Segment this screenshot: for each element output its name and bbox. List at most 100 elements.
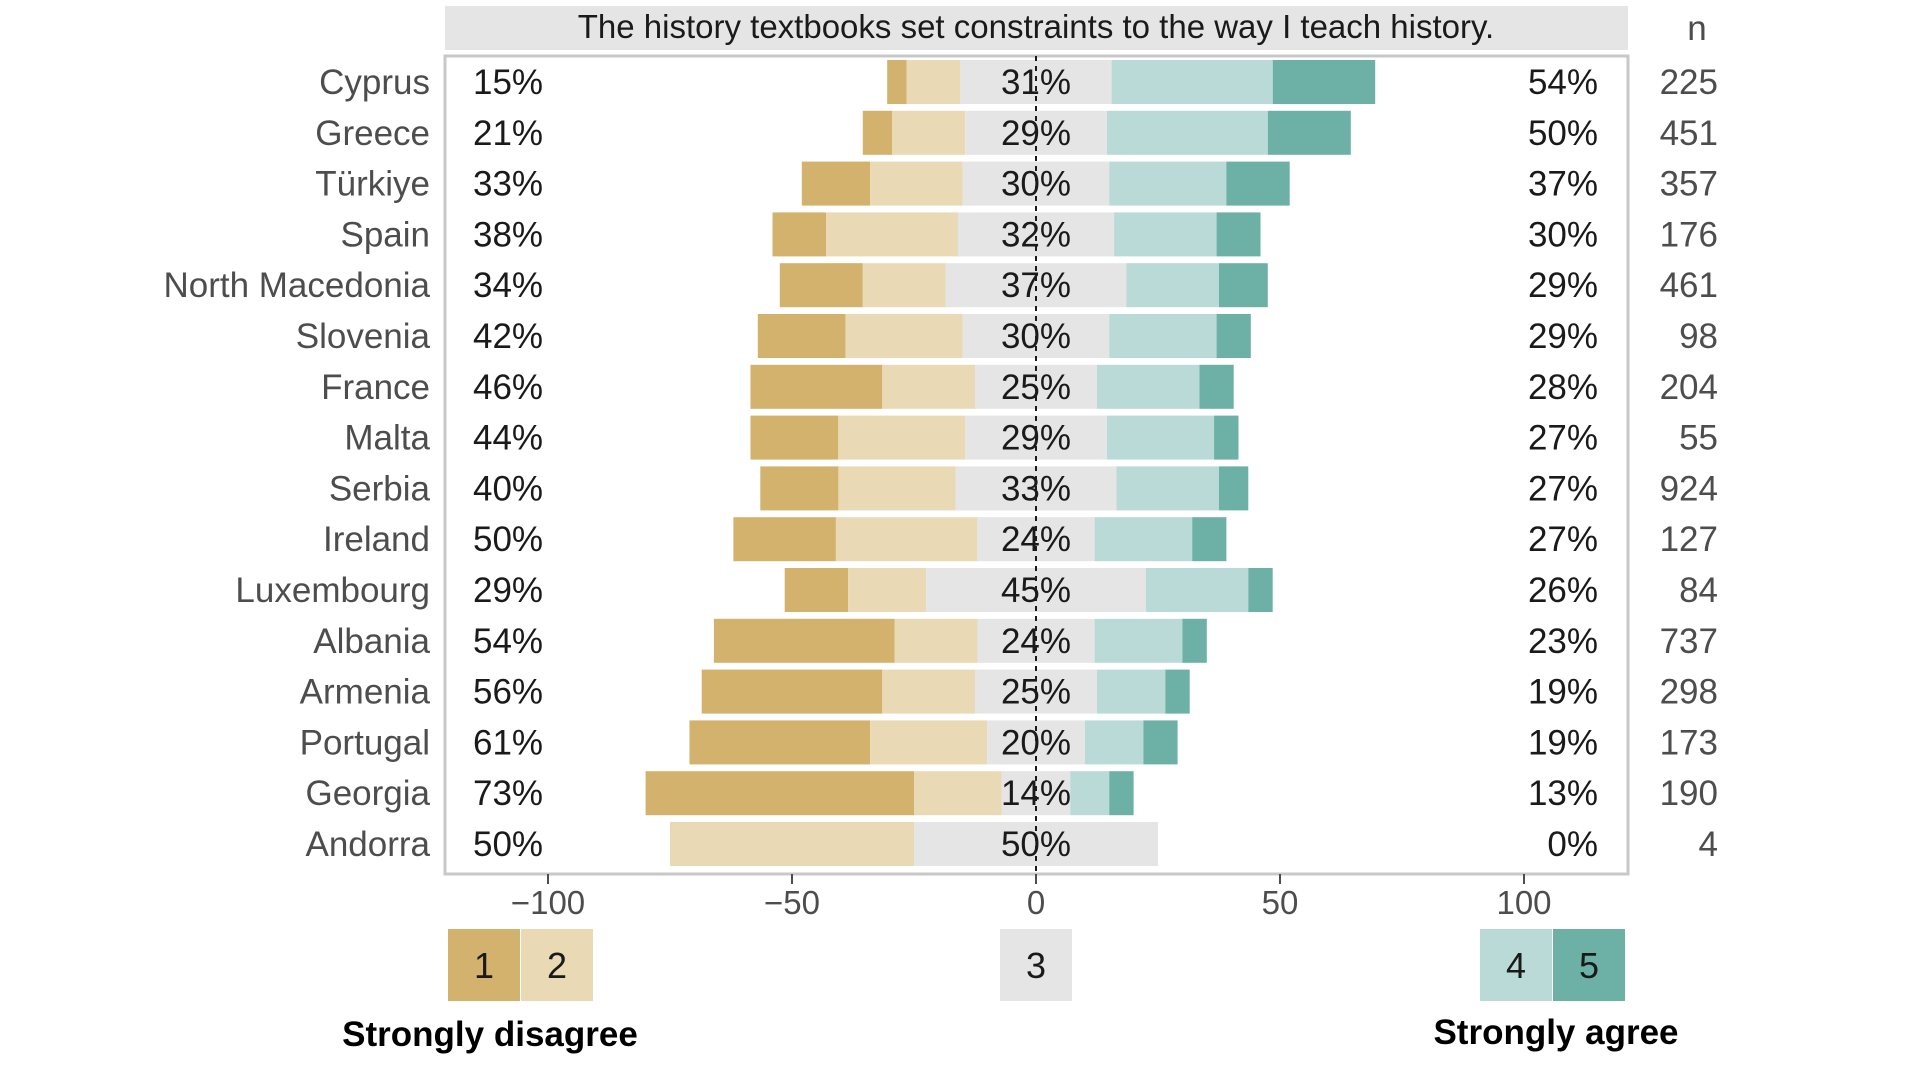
country-label: Spain bbox=[340, 215, 430, 254]
disagree-percent: 38% bbox=[473, 215, 543, 254]
bar-segment-level-5 bbox=[1109, 771, 1134, 816]
n-value: 924 bbox=[1660, 469, 1718, 508]
bar-segment-level-1 bbox=[757, 314, 846, 358]
bar-segment-level-1 bbox=[701, 669, 883, 714]
bar-segment-level-2 bbox=[870, 720, 988, 765]
strongly-disagree-label: Strongly disagree bbox=[342, 1015, 638, 1054]
bar-segment-level-5 bbox=[1219, 263, 1268, 308]
neutral-percent: 30% bbox=[1001, 317, 1071, 356]
label-group: Cyprus 15% 31% 54% 225 Greece 21% 29% 50% 451 Türk… bbox=[163, 63, 1718, 864]
x-axis: −100 −50 0 50 100 bbox=[511, 874, 1552, 921]
bar-segment-level-4 bbox=[1116, 466, 1219, 511]
legend-key-3-label: 3 bbox=[1026, 945, 1046, 986]
disagree-percent: 21% bbox=[473, 114, 543, 153]
bar-segment-level-1 bbox=[733, 517, 836, 562]
bar-segment-level-5 bbox=[1192, 517, 1227, 562]
n-value: 298 bbox=[1660, 673, 1718, 712]
disagree-percent: 50% bbox=[473, 520, 543, 559]
x-tick-label: 100 bbox=[1496, 884, 1551, 921]
disagree-percent: 33% bbox=[473, 165, 543, 204]
country-label: France bbox=[321, 368, 430, 407]
bar-segment-level-5 bbox=[1216, 212, 1261, 257]
agree-percent: 23% bbox=[1528, 622, 1598, 661]
bar-segment-level-1 bbox=[862, 110, 893, 155]
bar-segment-level-5 bbox=[1272, 60, 1376, 104]
bar-segment-level-4 bbox=[1114, 212, 1217, 257]
n-value: 4 bbox=[1699, 825, 1718, 864]
n-value: 204 bbox=[1660, 368, 1718, 407]
neutral-percent: 30% bbox=[1001, 165, 1071, 204]
n-value: 357 bbox=[1660, 165, 1718, 204]
disagree-percent: 54% bbox=[473, 622, 543, 661]
bar-segment-level-4 bbox=[1109, 161, 1227, 206]
disagree-percent: 34% bbox=[473, 266, 543, 305]
bar-segment-level-2 bbox=[845, 314, 963, 358]
bar-segment-level-1 bbox=[801, 161, 871, 206]
n-value: 55 bbox=[1679, 419, 1718, 458]
disagree-percent: 44% bbox=[473, 419, 543, 458]
bar-segment-level-1 bbox=[760, 466, 839, 511]
n-value: 98 bbox=[1679, 317, 1718, 356]
country-label: North Macedonia bbox=[163, 266, 430, 305]
bar-segment-level-1 bbox=[779, 263, 863, 308]
agree-percent: 29% bbox=[1528, 317, 1598, 356]
disagree-percent: 46% bbox=[473, 368, 543, 407]
strongly-agree-label: Strongly agree bbox=[1433, 1013, 1678, 1052]
neutral-percent: 29% bbox=[1001, 419, 1071, 458]
disagree-percent: 61% bbox=[473, 723, 543, 762]
bar-segment-level-5 bbox=[1248, 568, 1273, 612]
disagree-percent: 40% bbox=[473, 469, 543, 508]
neutral-percent: 25% bbox=[1001, 673, 1071, 712]
neutral-percent: 24% bbox=[1001, 520, 1071, 559]
country-label: Armenia bbox=[300, 673, 431, 712]
country-label: Andorra bbox=[305, 825, 430, 864]
bar-segment-level-5 bbox=[1216, 314, 1251, 358]
bar-segment-level-5 bbox=[1165, 669, 1190, 714]
disagree-percent: 50% bbox=[473, 825, 543, 864]
agree-percent: 27% bbox=[1528, 419, 1598, 458]
agree-percent: 26% bbox=[1528, 571, 1598, 610]
bar-segment-level-1 bbox=[772, 212, 827, 257]
legend-key-2 bbox=[521, 929, 593, 1001]
bar-segment-level-5 bbox=[1226, 161, 1290, 206]
neutral-percent: 29% bbox=[1001, 114, 1071, 153]
agree-percent: 37% bbox=[1528, 165, 1598, 204]
n-value: 84 bbox=[1679, 571, 1718, 610]
bar-segment-level-1 bbox=[784, 568, 849, 612]
bar-segment-level-1 bbox=[713, 618, 895, 663]
country-label: Greece bbox=[315, 114, 430, 153]
legend-key-2-label: 2 bbox=[547, 945, 567, 986]
legend-key-1-label: 1 bbox=[474, 945, 494, 986]
neutral-percent: 24% bbox=[1001, 622, 1071, 661]
agree-percent: 27% bbox=[1528, 469, 1598, 508]
bar-segment-level-2 bbox=[914, 771, 1002, 816]
legend-key-4 bbox=[1480, 929, 1552, 1001]
bar-segment-level-5 bbox=[1214, 415, 1239, 460]
x-tick-label: −50 bbox=[764, 884, 820, 921]
agree-percent: 30% bbox=[1528, 215, 1598, 254]
n-value: 190 bbox=[1660, 774, 1718, 813]
bar-segment-level-2 bbox=[838, 466, 956, 511]
country-label: Ireland bbox=[323, 520, 430, 559]
bar-segment-level-2 bbox=[882, 669, 975, 714]
n-value: 737 bbox=[1660, 622, 1718, 661]
bar-segment-level-5 bbox=[1199, 364, 1234, 409]
disagree-percent: 42% bbox=[473, 317, 543, 356]
bar-segment-level-1 bbox=[887, 60, 907, 104]
bar-segment-level-4 bbox=[1097, 364, 1200, 409]
bar-segment-level-2 bbox=[906, 60, 961, 104]
n-value: 173 bbox=[1660, 723, 1718, 762]
bar-segment-level-5 bbox=[1182, 618, 1207, 663]
agree-percent: 19% bbox=[1528, 673, 1598, 712]
bar-segment-level-1 bbox=[689, 720, 871, 765]
disagree-percent: 29% bbox=[473, 571, 543, 610]
neutral-percent: 14% bbox=[1001, 774, 1071, 813]
bar-segment-level-2 bbox=[670, 822, 914, 866]
x-tick-label: −100 bbox=[511, 884, 585, 921]
bar-segment-level-2 bbox=[862, 263, 946, 308]
country-label: Malta bbox=[344, 419, 430, 458]
legend-key-1 bbox=[448, 929, 520, 1001]
bar-segment-level-5 bbox=[1219, 466, 1249, 511]
bar-segment-level-4 bbox=[1094, 517, 1193, 562]
chart-title: The history textbooks set constraints to… bbox=[578, 8, 1494, 45]
